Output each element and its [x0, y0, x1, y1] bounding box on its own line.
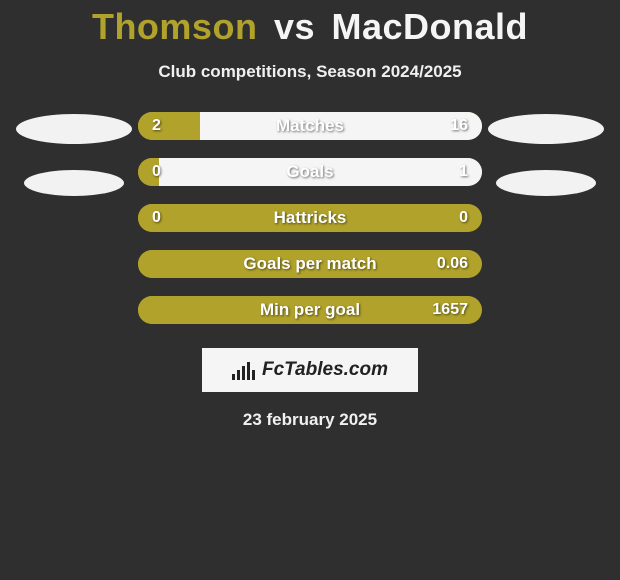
placeholder-ellipse [24, 170, 124, 196]
stat-bar: 00Hattricks [138, 204, 482, 232]
stat-bar: 01Goals [138, 158, 482, 186]
bar-chart-icon [232, 360, 256, 380]
player2-badge-col [482, 112, 610, 196]
stat-bar: 1657Min per goal [138, 296, 482, 324]
placeholder-ellipse [16, 114, 132, 144]
stat-label: Matches [138, 112, 482, 140]
stat-bar: 216Matches [138, 112, 482, 140]
stat-bars: 216Matches 01Goals 00Hattricks 0.06Goals pe… [138, 112, 482, 324]
date-line: 23 february 2025 [0, 410, 620, 430]
stat-label: Goals [138, 158, 482, 186]
stat-label: Min per goal [138, 296, 482, 324]
player1-badge-col [10, 112, 138, 196]
stat-label: Hattricks [138, 204, 482, 232]
player1-name: Thomson [92, 6, 257, 47]
stat-label: Goals per match [138, 250, 482, 278]
comparison-body: 216Matches 01Goals 00Hattricks 0.06Goals pe… [0, 112, 620, 324]
vs-text: vs [274, 6, 315, 47]
placeholder-ellipse [488, 114, 604, 144]
stat-bar: 0.06Goals per match [138, 250, 482, 278]
subtitle: Club competitions, Season 2024/2025 [0, 62, 620, 82]
site-logo: FcTables.com [202, 348, 418, 392]
placeholder-ellipse [496, 170, 596, 196]
player2-name: MacDonald [332, 6, 529, 47]
page-title: Thomson vs MacDonald [0, 6, 620, 48]
logo-text: FcTables.com [262, 359, 388, 381]
